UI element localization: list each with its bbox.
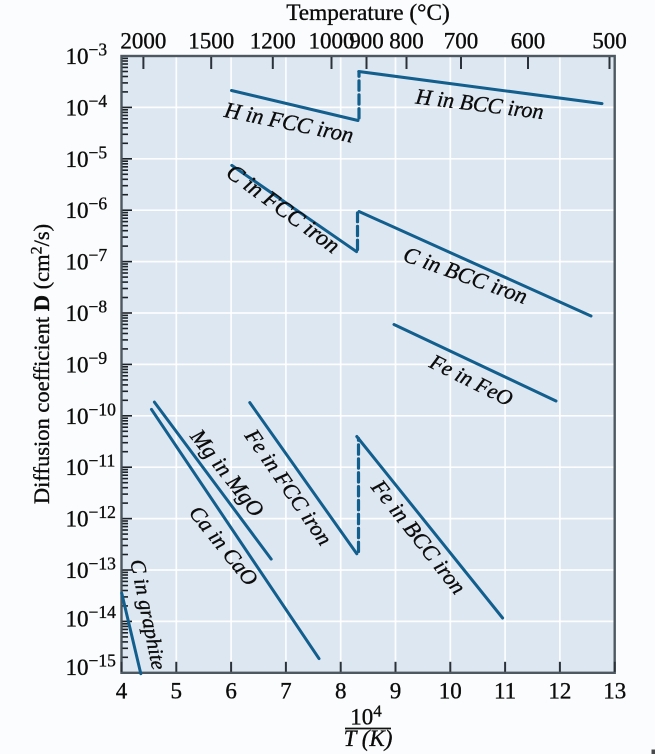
svg-text:1200: 1200 (250, 29, 296, 54)
svg-text:9: 9 (390, 679, 402, 704)
svg-text:11: 11 (494, 679, 516, 704)
svg-text:600: 600 (511, 29, 546, 54)
svg-text:800: 800 (389, 29, 424, 54)
svg-text:13: 13 (603, 679, 626, 704)
svg-text:900: 900 (349, 29, 384, 54)
svg-text:8: 8 (335, 679, 347, 704)
svg-text:12: 12 (548, 679, 571, 704)
svg-text:7: 7 (280, 679, 292, 704)
svg-text:10: 10 (439, 679, 462, 704)
svg-text:Temperature (°C): Temperature (°C) (286, 0, 450, 26)
svg-text:1500: 1500 (188, 29, 234, 54)
svg-text:Diffusion coefficient D (cm2/s: Diffusion coefficient D (cm2/s) (29, 224, 55, 504)
svg-text:700: 700 (444, 29, 479, 54)
svg-text:1000: 1000 (309, 29, 355, 54)
svg-text:2000: 2000 (120, 29, 166, 54)
svg-text:T (K): T (K) (344, 726, 393, 751)
svg-text:5: 5 (171, 679, 183, 704)
svg-text:6: 6 (225, 679, 237, 704)
svg-text:500: 500 (592, 29, 627, 54)
svg-text:4: 4 (116, 679, 128, 704)
